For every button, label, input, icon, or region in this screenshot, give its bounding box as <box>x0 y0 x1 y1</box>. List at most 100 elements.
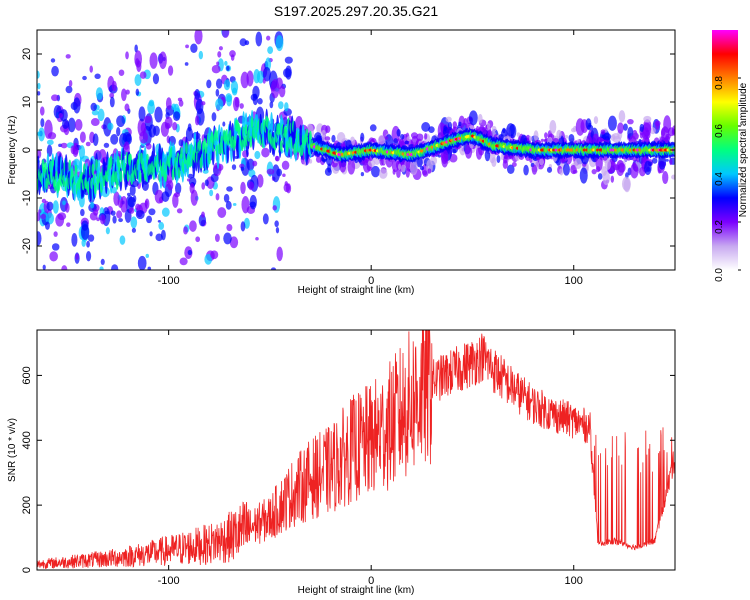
spectrogram-cell <box>93 182 97 195</box>
x-tick-label: 0 <box>368 575 374 587</box>
spectrogram-cell <box>243 135 247 148</box>
spectrogram-cell <box>568 133 575 143</box>
spectrogram-cell <box>161 191 170 202</box>
spectrogram-cell <box>44 119 53 139</box>
y-tick-label: 10 <box>21 96 33 108</box>
spectrogram-cell <box>123 141 130 156</box>
colorbar: 0.0 0.2 0.4 0.6 0.8 Normalized spectral ampl… <box>712 30 749 282</box>
spectrogram-cell <box>90 118 100 127</box>
spectrogram-cell <box>145 253 150 258</box>
spectrogram-cell <box>255 31 263 47</box>
spectrogram-cell <box>267 46 274 55</box>
spectrogram-cell <box>189 183 195 194</box>
spectrogram-cell <box>158 51 167 70</box>
spectrogram-cell <box>190 43 198 53</box>
spectrogram-cell <box>202 168 209 174</box>
spectrogram-cell <box>399 134 405 140</box>
spectrogram-cell <box>650 127 656 135</box>
spectrogram-cell <box>187 123 192 132</box>
spectrogram-cell <box>60 142 68 149</box>
spectrogram-cell <box>496 155 501 164</box>
y-tick-label: 0 <box>21 567 33 573</box>
spectrogram-cell <box>176 208 183 214</box>
spectrogram-cell <box>617 122 624 134</box>
snr-ticks: -100 0 100 0 200 400 600 <box>21 330 675 587</box>
spectrogram-cell <box>422 170 428 176</box>
spectrogram-cell <box>201 101 206 106</box>
spectrogram-cell <box>87 234 95 242</box>
spectrogram-cell <box>62 200 66 206</box>
spectrogram-cell <box>249 135 253 148</box>
spectrogram-cell <box>195 236 201 243</box>
spectrogram-cell <box>270 79 280 99</box>
spectrogram-cell <box>246 158 255 171</box>
spectrogram-cell <box>384 136 389 140</box>
spectrogram-cell <box>110 210 116 216</box>
spectrogram-cell <box>452 121 458 129</box>
spectrogram-cell <box>184 62 189 66</box>
spectrogram-cell <box>70 145 76 155</box>
spectrogram-cell <box>240 181 246 195</box>
spectrogram-cell <box>523 164 529 176</box>
spectrogram-cell <box>272 205 278 211</box>
snr-series-line <box>37 330 675 569</box>
spectrogram-cell <box>112 215 117 224</box>
spectrogram-cell <box>253 68 261 84</box>
x-tick-label: 100 <box>565 275 583 287</box>
spectrogram-cell <box>129 184 136 196</box>
spectrogram-cell <box>172 111 181 122</box>
spectrogram-cell <box>428 126 435 134</box>
spectrogram-cell <box>327 163 332 173</box>
spectrogram-cell <box>378 168 388 179</box>
spectrogram-cell <box>484 149 491 162</box>
spectrogram-cell <box>45 177 49 190</box>
spectrogram-cell <box>37 212 41 222</box>
spectrogram-cell <box>89 65 93 73</box>
spectrogram-cell <box>538 158 545 166</box>
y-tick-label: 20 <box>21 48 33 60</box>
spectrogram-cell <box>564 134 569 139</box>
snr-y-label: SNR (10 * v/v) <box>7 418 18 482</box>
spectrogram-cell <box>61 265 68 270</box>
spectrogram-cell <box>46 201 54 211</box>
spectrogram-cell <box>160 121 169 137</box>
spectrogram-cell <box>607 115 617 131</box>
spectrogram-cell <box>51 65 59 77</box>
spectrogram-cell <box>232 203 237 206</box>
spectrogram-cell <box>125 51 129 60</box>
spectrogram-cell <box>116 115 126 128</box>
spectrogram-cell <box>452 149 457 154</box>
spectrogram-cell <box>240 221 246 232</box>
spectrogram-cell <box>630 163 639 179</box>
spectrogram-cell <box>458 121 462 127</box>
spectrogram-cell <box>195 98 204 115</box>
spectrogram-cell <box>109 96 115 108</box>
spectrogram-cell <box>167 65 174 76</box>
spectrogram-cell <box>405 168 410 178</box>
spectrogram-cell <box>59 109 68 122</box>
y-tick-label: -10 <box>21 190 33 206</box>
spectrogram-cell <box>546 166 553 173</box>
spectrogram-cell <box>240 71 249 89</box>
spectrogram-cell <box>239 38 247 47</box>
spectrogram-cell <box>168 135 176 147</box>
spectrogram-cell <box>468 110 478 126</box>
spectrogram-cell <box>672 125 675 135</box>
spectrogram-cell <box>274 220 279 228</box>
spectrogram-cell <box>128 207 135 214</box>
spectrogram-cell <box>424 132 428 140</box>
spectrogram-cell <box>528 135 533 142</box>
spectrogram-cell <box>644 160 652 176</box>
spectrogram-x-label: Height of straight line (km) <box>298 285 415 296</box>
spectrogram-cell <box>487 123 491 130</box>
spectrogram-cell <box>143 115 152 124</box>
spectrogram-cell <box>261 147 270 158</box>
spectrogram-cell <box>223 79 231 91</box>
spectrogram-cell <box>138 106 146 122</box>
spectrogram-cell <box>275 226 280 234</box>
spectrogram-cell <box>100 258 105 265</box>
spectrogram-cell <box>533 130 539 142</box>
spectrogram-cell <box>269 101 274 109</box>
